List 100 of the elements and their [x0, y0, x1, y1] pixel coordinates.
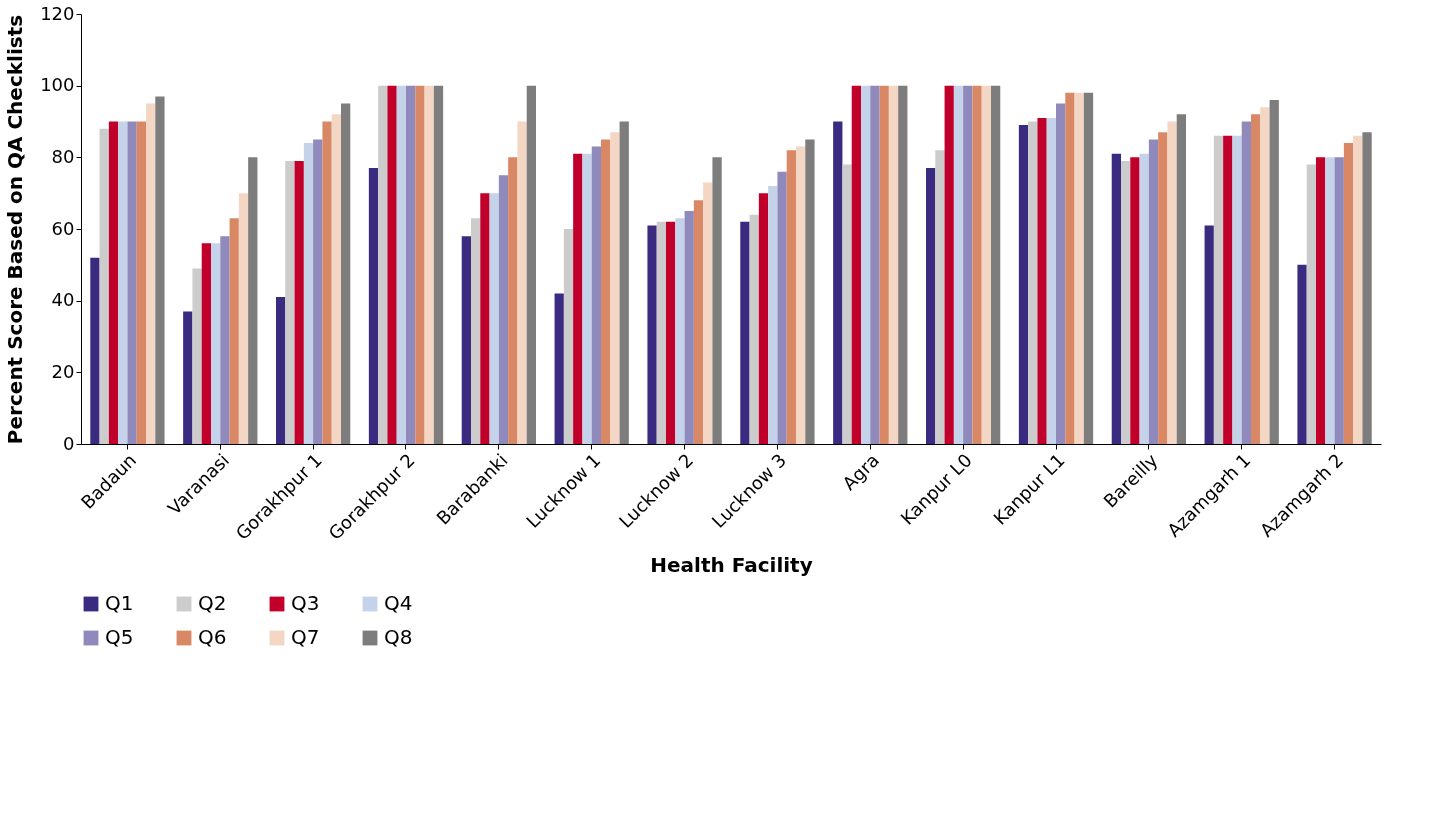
- bar: [898, 85, 908, 444]
- bar: [1046, 117, 1056, 444]
- x-axis-title: Health Facility: [650, 552, 813, 577]
- bar: [693, 200, 704, 444]
- bar: [1316, 157, 1326, 444]
- bar: [276, 297, 286, 444]
- bar: [805, 139, 815, 444]
- y-tick-label: 80: [51, 145, 75, 167]
- legend-label: Q3: [291, 591, 320, 615]
- bar: [294, 160, 304, 444]
- bar: [656, 221, 666, 444]
- bar: [201, 243, 211, 444]
- bar: [963, 85, 973, 444]
- bar: [1167, 121, 1177, 444]
- bar: [1306, 164, 1316, 444]
- bar: [675, 218, 685, 444]
- bar: [991, 85, 1001, 444]
- bar: [90, 257, 100, 444]
- bar: [406, 85, 416, 444]
- bar: [1251, 114, 1261, 444]
- bar: [526, 85, 536, 444]
- bar: [740, 221, 750, 444]
- bar: [1362, 132, 1372, 444]
- bar: [953, 85, 964, 444]
- bar: [1232, 135, 1242, 444]
- bar: [619, 121, 629, 444]
- bar: [517, 121, 527, 444]
- bar: [1325, 157, 1335, 444]
- bar: [1037, 117, 1047, 444]
- bar: [303, 143, 314, 444]
- bar: [508, 157, 518, 444]
- bar: [944, 85, 954, 444]
- bar: [1353, 135, 1363, 444]
- y-tick-label: 40: [51, 289, 75, 311]
- y-tick-label: 20: [51, 360, 75, 382]
- bar: [1241, 121, 1251, 444]
- bar: [796, 146, 806, 444]
- bar: [248, 157, 258, 444]
- bar: [108, 121, 119, 444]
- y-tick-label: 100: [40, 74, 75, 96]
- bar: [842, 164, 852, 444]
- legend-label: Q4: [384, 591, 413, 615]
- bar: [861, 85, 871, 444]
- bar: [703, 182, 713, 444]
- bar: [768, 186, 778, 444]
- bar: [684, 211, 694, 444]
- bar: [1083, 92, 1094, 444]
- bar: [118, 121, 128, 444]
- bar: [331, 114, 341, 444]
- bar: [1148, 139, 1159, 444]
- bar: [1223, 135, 1233, 444]
- bar: [1130, 157, 1140, 444]
- bar: [1269, 100, 1279, 444]
- bar: [1176, 114, 1186, 444]
- bar: [285, 160, 295, 444]
- bar: [870, 85, 880, 444]
- bar: [127, 121, 137, 444]
- bar: [471, 218, 481, 444]
- bar: [1074, 92, 1084, 444]
- bar: [192, 268, 202, 444]
- bar: [666, 221, 676, 444]
- bar: [155, 96, 165, 444]
- legend-label: Q6: [198, 625, 227, 649]
- bar: [1204, 225, 1214, 444]
- bar: [1018, 125, 1029, 444]
- bar: [1065, 92, 1075, 444]
- bar: [313, 139, 323, 444]
- bar: [146, 103, 156, 444]
- bar: [879, 85, 889, 444]
- bar: [758, 193, 769, 444]
- bar: [498, 175, 509, 444]
- legend-label: Q2: [198, 591, 227, 615]
- bar: [211, 243, 221, 444]
- bar: [1343, 143, 1354, 444]
- y-tick-label: 120: [40, 2, 75, 24]
- legend-label: Q8: [384, 625, 413, 649]
- bar: [1139, 153, 1149, 444]
- bar: [387, 85, 397, 444]
- bar: [712, 157, 722, 444]
- legend-label: Q7: [291, 625, 320, 649]
- legend-label: Q1: [105, 591, 134, 615]
- bar: [851, 85, 861, 444]
- bar: [1158, 132, 1168, 444]
- bar: [99, 128, 109, 444]
- bar: [888, 85, 899, 444]
- bar: [777, 171, 787, 444]
- bar: [136, 121, 146, 444]
- bar: [480, 193, 490, 444]
- y-axis-title: Percent Score Based on QA Checklists: [3, 14, 28, 445]
- bar: [591, 146, 601, 444]
- bar: [1260, 107, 1270, 444]
- bar: [573, 153, 583, 444]
- bar: [1213, 135, 1224, 444]
- bar: [554, 293, 564, 444]
- bar: [1297, 264, 1307, 444]
- y-tick-label: 0: [63, 432, 75, 454]
- bar: [1121, 160, 1131, 444]
- bar: [1056, 103, 1066, 444]
- bar: [833, 121, 843, 444]
- bar: [220, 236, 230, 444]
